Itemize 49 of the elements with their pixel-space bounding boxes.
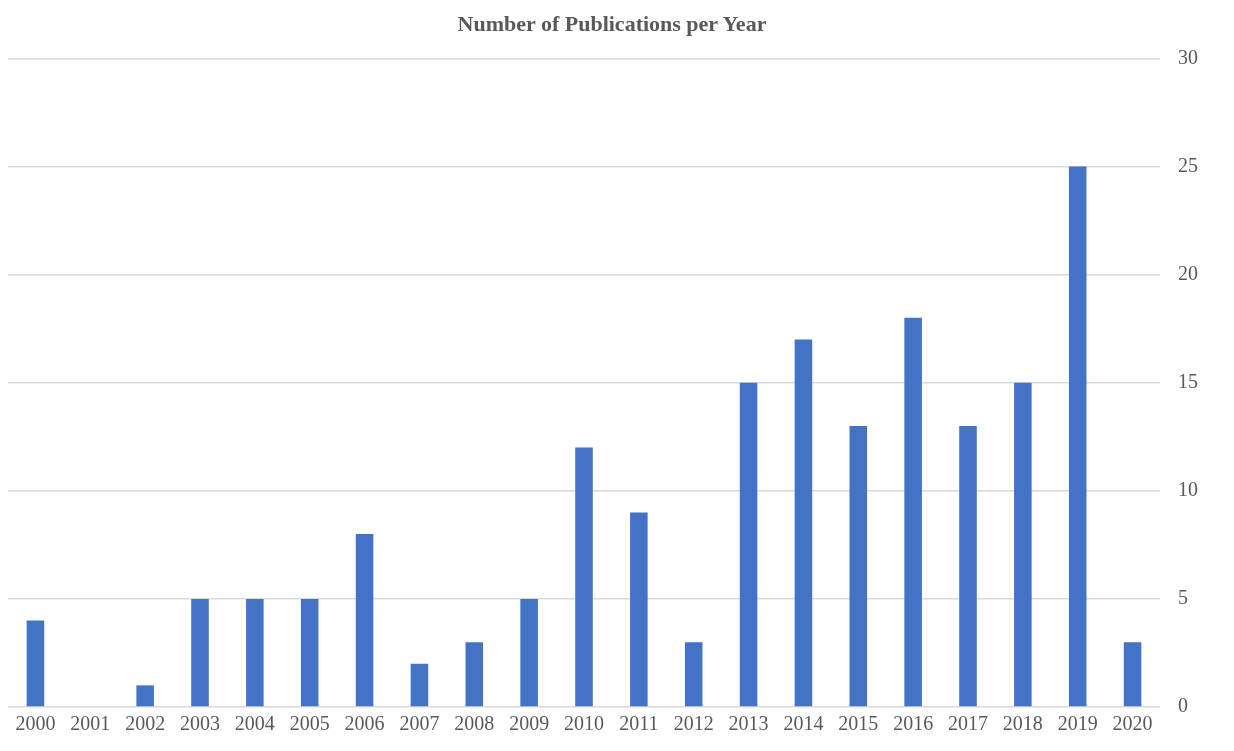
x-tick-label: 2018 bbox=[1002, 712, 1043, 735]
bar bbox=[794, 339, 813, 707]
x-tick-label: 2005 bbox=[289, 712, 330, 735]
x-tick-label: 2017 bbox=[948, 712, 988, 735]
bar bbox=[465, 642, 484, 707]
bar bbox=[1123, 642, 1142, 707]
bar bbox=[300, 598, 319, 707]
bar bbox=[355, 534, 374, 707]
bar bbox=[1068, 166, 1087, 707]
x-tick-label: 2000 bbox=[15, 712, 56, 735]
bar bbox=[246, 598, 264, 707]
y-tick-label: 0 bbox=[1178, 694, 1188, 717]
y-tick-label: 25 bbox=[1178, 153, 1198, 176]
y-tick-label: 20 bbox=[1178, 261, 1198, 284]
x-tick-label: 2012 bbox=[673, 712, 714, 735]
x-tick-label: 2003 bbox=[180, 712, 220, 735]
x-tick-label: 2002 bbox=[125, 712, 166, 735]
x-tick-label: 2016 bbox=[893, 712, 934, 735]
x-tick-label: 2014 bbox=[783, 712, 824, 735]
y-tick-label: 5 bbox=[1178, 586, 1188, 609]
bar bbox=[684, 642, 703, 707]
y-tick-label: 15 bbox=[1178, 369, 1198, 392]
y-tick-label: 10 bbox=[1178, 478, 1198, 501]
chart-title: Number of Publications per Year bbox=[457, 10, 767, 36]
x-tick-label: 2010 bbox=[564, 712, 604, 735]
bar bbox=[630, 512, 648, 707]
bar bbox=[520, 598, 538, 707]
x-tick-label: 2020 bbox=[1112, 712, 1153, 735]
x-tick-label: 2015 bbox=[838, 712, 879, 735]
x-tick-label: 2001 bbox=[70, 712, 111, 735]
bar bbox=[904, 317, 922, 707]
bar bbox=[410, 663, 429, 707]
y-tick-label: 30 bbox=[1178, 45, 1198, 68]
bar bbox=[575, 447, 593, 707]
x-tick-label: 2006 bbox=[344, 712, 385, 735]
x-tick-label: 2009 bbox=[509, 712, 550, 735]
bar bbox=[739, 382, 758, 707]
bar bbox=[1014, 382, 1032, 707]
x-tick-label: 2019 bbox=[1057, 712, 1098, 735]
bar bbox=[849, 425, 868, 707]
x-tick-label: 2004 bbox=[234, 712, 275, 735]
x-tick-label: 2008 bbox=[454, 712, 495, 735]
x-tick-label: 2011 bbox=[619, 712, 659, 735]
bar bbox=[26, 620, 45, 707]
x-tick-label: 2013 bbox=[728, 712, 769, 735]
x-tick-label: 2007 bbox=[399, 712, 440, 735]
bar bbox=[136, 685, 154, 707]
bar bbox=[191, 598, 209, 707]
bar bbox=[959, 425, 977, 707]
